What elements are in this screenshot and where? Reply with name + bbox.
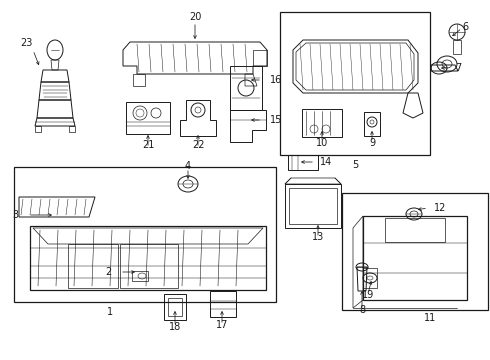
Text: 21: 21 — [142, 140, 154, 150]
Text: 20: 20 — [189, 12, 201, 22]
Text: 12: 12 — [434, 203, 446, 213]
Text: 19: 19 — [362, 290, 374, 300]
Text: 5: 5 — [352, 160, 358, 170]
Text: 22: 22 — [192, 140, 204, 150]
Text: 6: 6 — [462, 22, 468, 32]
Text: 13: 13 — [312, 232, 324, 242]
Text: 1: 1 — [107, 307, 113, 317]
Text: 11: 11 — [424, 313, 436, 323]
Text: 4: 4 — [185, 161, 191, 171]
Text: 14: 14 — [320, 157, 332, 167]
Text: 2: 2 — [105, 267, 111, 277]
Text: 9: 9 — [369, 138, 375, 148]
Text: 10: 10 — [316, 138, 328, 148]
Text: 23: 23 — [20, 38, 32, 48]
Text: 17: 17 — [216, 320, 228, 330]
Text: 18: 18 — [169, 322, 181, 332]
Text: 16: 16 — [270, 75, 282, 85]
Text: 15: 15 — [270, 115, 282, 125]
Text: 8: 8 — [359, 305, 365, 315]
Text: 7: 7 — [455, 63, 461, 73]
Text: 3: 3 — [12, 210, 18, 220]
